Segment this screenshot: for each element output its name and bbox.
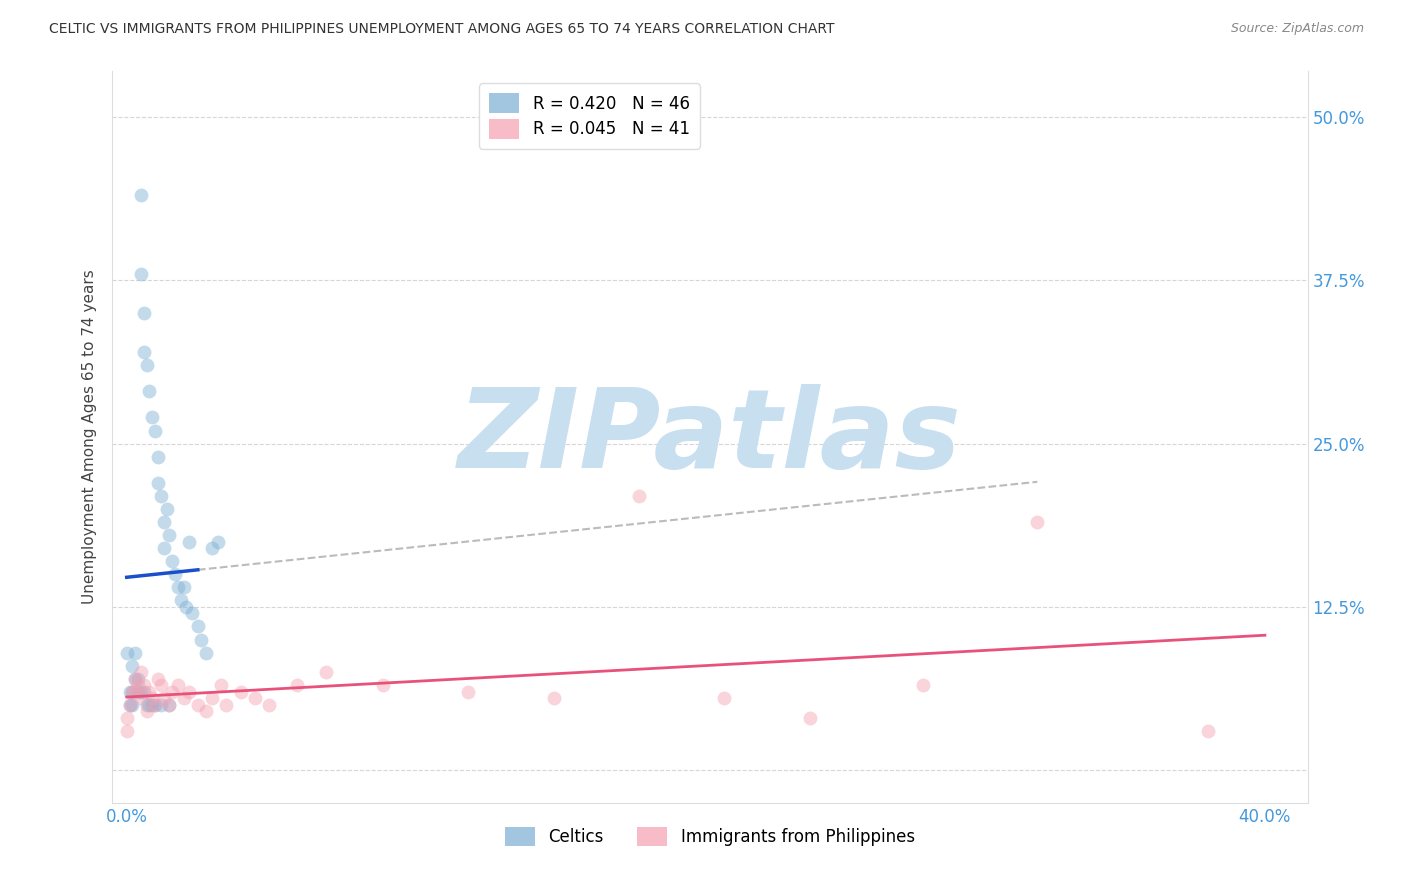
Point (115, 723, 138, 738)
Point (157, 698, 180, 712)
Point (118, 685, 141, 699)
Point (201, 691, 224, 706)
Point (179, 534, 201, 549)
Point (162, 554, 183, 568)
Point (149, 698, 172, 712)
Point (149, 489, 172, 503)
Point (152, 691, 174, 706)
Point (124, 646, 146, 660)
Point (129, 267, 152, 281)
Point (209, 678, 232, 692)
Point (121, 685, 143, 699)
Point (127, 678, 149, 692)
Legend: Celtics, Immigrants from Philippines: Celtics, Immigrants from Philippines (499, 821, 921, 853)
Point (135, 705, 157, 719)
Point (146, 450, 169, 464)
Point (187, 619, 209, 633)
Point (138, 698, 160, 712)
Point (195, 705, 218, 719)
Point (167, 580, 190, 594)
Point (135, 358, 157, 372)
Point (132, 306, 155, 320)
Point (799, 711, 821, 725)
Point (121, 685, 143, 699)
Point (167, 678, 190, 692)
Y-axis label: Unemployment Among Ages 65 to 74 years: Unemployment Among Ages 65 to 74 years (82, 269, 97, 605)
Point (121, 658, 143, 673)
Point (124, 672, 146, 686)
Point (135, 698, 157, 712)
Point (124, 672, 146, 686)
Point (457, 685, 479, 699)
Point (118, 698, 141, 712)
Point (118, 698, 141, 712)
Point (1197, 723, 1219, 738)
Point (315, 665, 337, 680)
Point (155, 502, 177, 516)
Point (124, 685, 146, 699)
Point (215, 698, 238, 712)
Point (176, 599, 198, 614)
Point (121, 698, 143, 712)
Point (207, 534, 229, 549)
Point (713, 691, 735, 706)
Point (170, 593, 193, 607)
Point (195, 646, 218, 660)
Text: CELTIC VS IMMIGRANTS FROM PHILIPPINES UNEMPLOYMENT AMONG AGES 65 TO 74 YEARS COR: CELTIC VS IMMIGRANTS FROM PHILIPPINES UN… (49, 22, 835, 37)
Point (190, 632, 212, 647)
Point (152, 515, 174, 529)
Point (257, 698, 280, 712)
Point (146, 672, 169, 686)
Point (179, 685, 201, 699)
Point (129, 691, 152, 706)
Point (912, 678, 935, 692)
Point (162, 685, 183, 699)
Point (243, 691, 266, 706)
Point (1026, 515, 1049, 529)
Point (627, 489, 650, 503)
Point (129, 665, 152, 680)
Point (181, 607, 204, 621)
Point (371, 678, 394, 692)
Text: Source: ZipAtlas.com: Source: ZipAtlas.com (1230, 22, 1364, 36)
Text: ZIPatlas: ZIPatlas (458, 384, 962, 491)
Point (143, 698, 166, 712)
Point (229, 685, 252, 699)
Point (127, 685, 149, 699)
Point (132, 685, 155, 699)
Point (157, 528, 180, 542)
Point (129, 188, 152, 202)
Point (287, 678, 309, 692)
Point (173, 691, 195, 706)
Point (157, 698, 180, 712)
Point (173, 580, 195, 594)
Point (132, 678, 155, 692)
Point (165, 567, 187, 582)
Point (543, 691, 565, 706)
Point (187, 698, 209, 712)
Point (149, 678, 172, 692)
Point (143, 698, 166, 712)
Point (201, 541, 224, 555)
Point (146, 475, 169, 490)
Point (152, 541, 174, 555)
Point (138, 685, 160, 699)
Point (141, 691, 163, 706)
Point (141, 410, 163, 425)
Point (132, 345, 155, 359)
Point (129, 685, 152, 699)
Point (127, 672, 149, 686)
Point (115, 646, 138, 660)
Point (115, 711, 138, 725)
Point (141, 698, 163, 712)
Point (143, 424, 166, 438)
Point (138, 384, 160, 399)
